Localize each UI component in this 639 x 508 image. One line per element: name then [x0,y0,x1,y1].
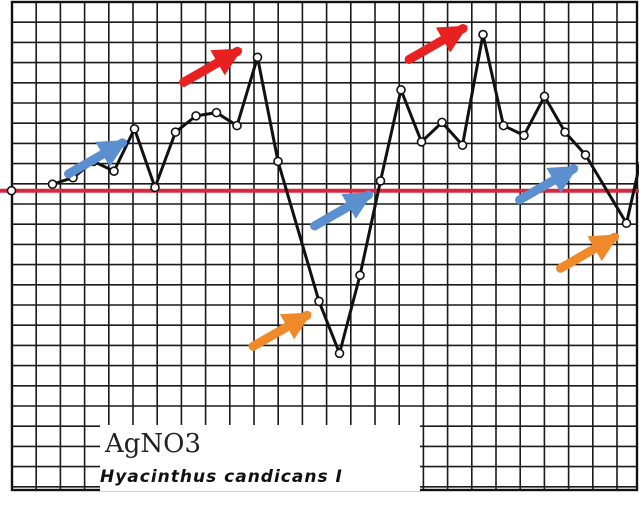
annotation-arrow [310,190,374,231]
data-point [580,150,591,160]
data-point [478,29,488,40]
data-point [252,52,263,63]
data-point [437,117,447,128]
data-point [232,120,242,131]
data-point [498,120,509,131]
data-point [273,156,283,167]
data-point [191,111,201,121]
data-point [375,176,386,186]
isolated-data-point [6,185,17,196]
chart-frame [10,0,639,492]
annotation-arrow [64,138,128,179]
data-point [539,91,550,102]
data-point [396,85,406,95]
data-point [416,137,427,147]
data-point [457,140,468,150]
annotation-arrow [179,46,243,87]
data-point [211,107,222,118]
data-point [334,348,345,359]
data-point [109,166,119,176]
annotation-arrow [404,24,468,65]
annotation-arrow [248,310,312,351]
reagent-label: AgNO3 [104,429,201,459]
data-point [519,130,529,141]
annotation-arrow [515,164,579,205]
data-point [170,127,181,137]
annotation-arrows [64,24,620,351]
species-label: Hyacinthus candicans I [100,467,343,487]
data-point [621,218,632,229]
annotation-arrow [556,232,620,273]
data-point [560,127,570,137]
data-point [314,296,324,307]
chart-grid [11,1,637,490]
label-background [100,425,420,491]
data-point [47,179,58,189]
data-point [129,124,140,134]
data-point [355,270,365,281]
data-point [150,182,160,193]
